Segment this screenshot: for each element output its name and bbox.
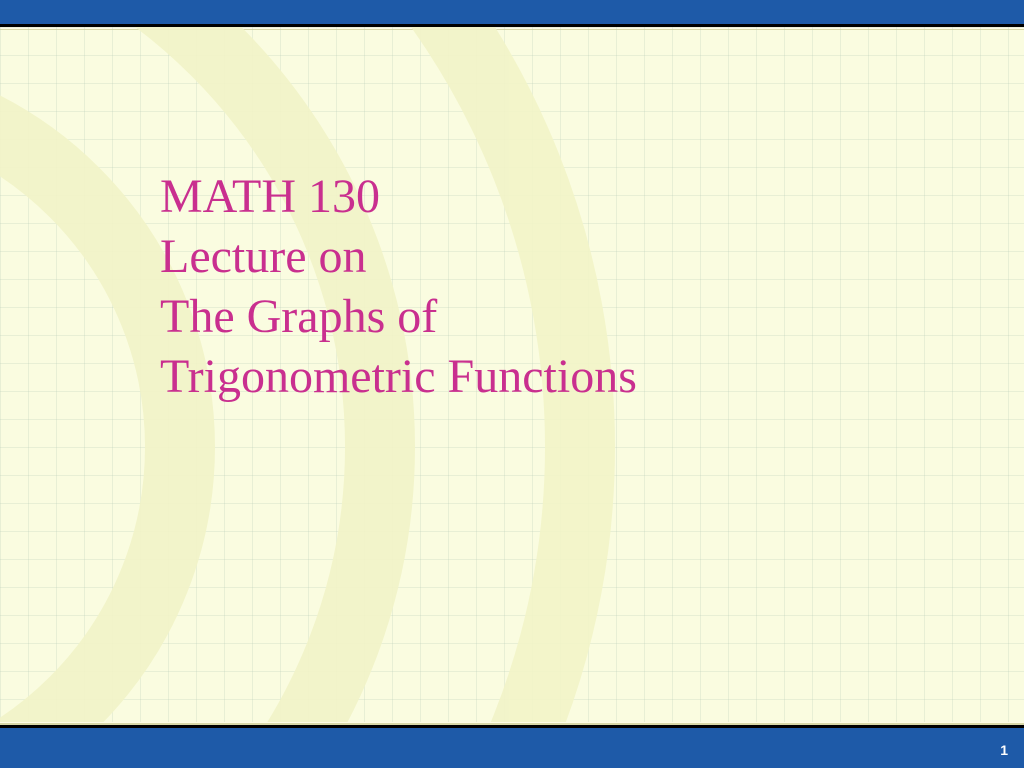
slide-content: MATH 130 Lecture on The Graphs of Trigon… xyxy=(0,24,1024,728)
title-line-4: Trigonometric Functions xyxy=(160,347,840,407)
title-line-3: The Graphs of xyxy=(160,287,840,347)
page-number: 1 xyxy=(1000,742,1008,758)
slide-title: MATH 130 Lecture on The Graphs of Trigon… xyxy=(160,167,840,407)
title-line-1: MATH 130 xyxy=(160,167,840,227)
presentation-slide: MATH 130 Lecture on The Graphs of Trigon… xyxy=(0,0,1024,768)
top-bar xyxy=(0,0,1024,24)
title-line-2: Lecture on xyxy=(160,227,840,287)
bottom-bar: 1 xyxy=(0,728,1024,768)
